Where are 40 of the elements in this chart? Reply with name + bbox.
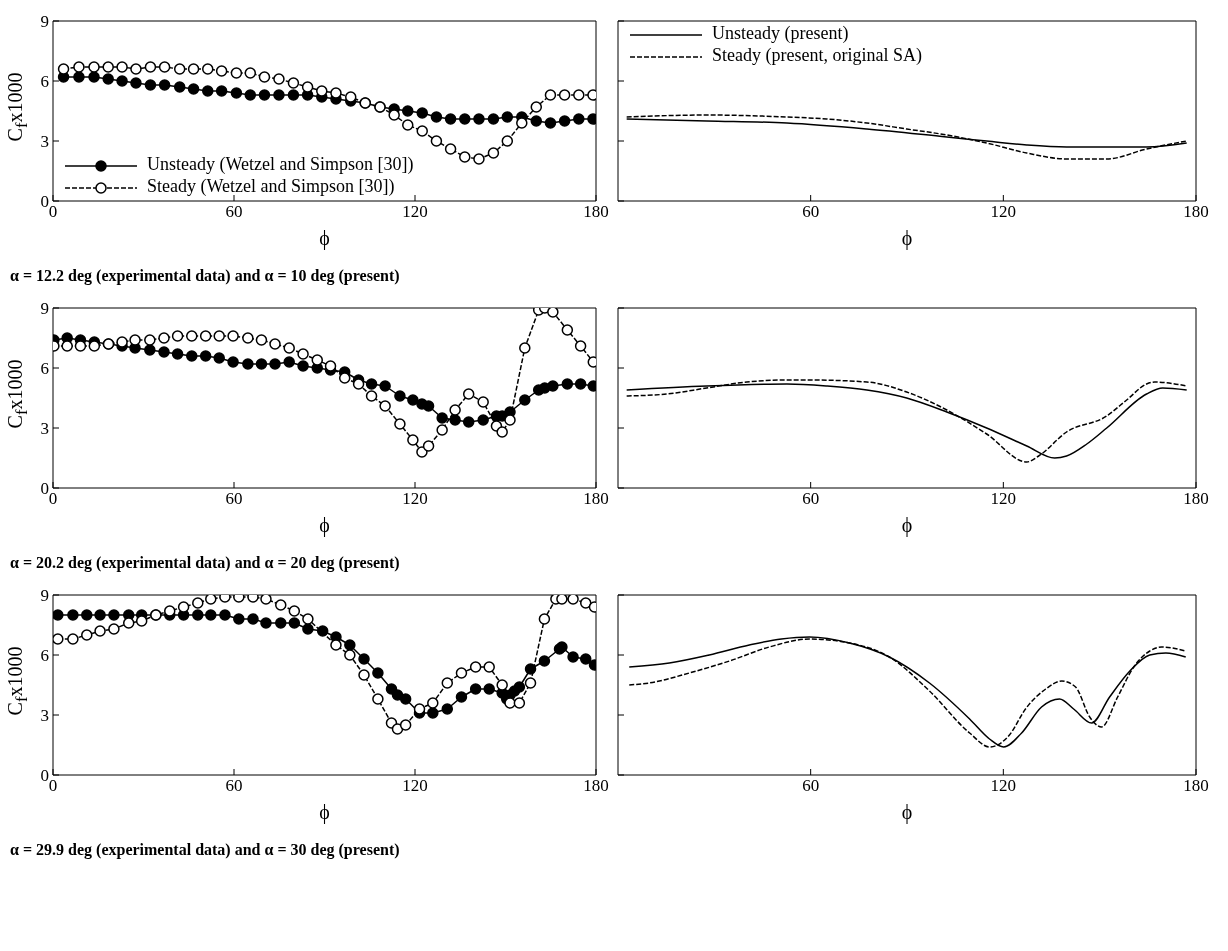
y-tick-label: 6 <box>40 72 49 92</box>
x-tick-label: 60 <box>802 776 820 796</box>
y-tick-label: 9 <box>40 299 49 319</box>
x-tick-label: 60 <box>225 776 243 796</box>
x-axis-title: ϕ <box>319 801 330 824</box>
legend-label: Unsteady (Wetzel and Simpson [30]) <box>147 154 414 174</box>
text: α = 29.9 deg (experimental data) and α = 30 deg (present) <box>10 841 401 859</box>
legend-label: Steady (Wetzel and Simpson [30]) <box>147 176 395 196</box>
y-tick-label: 3 <box>40 132 49 152</box>
x-tick-label: 180 <box>583 202 609 222</box>
x-axis-title: ϕ <box>319 514 330 537</box>
x-tick-label: 180 <box>583 776 609 796</box>
x-tick-label: 180 <box>583 489 609 509</box>
y-tick-label: 9 <box>40 586 49 606</box>
x-axis-title: ϕ <box>901 514 913 537</box>
y-tick-label: 9 <box>40 12 49 32</box>
x-tick-label: 120 <box>990 489 1017 509</box>
x-tick-label: 120 <box>402 202 428 222</box>
x-tick-label: 60 <box>802 202 820 222</box>
text: α = 12.2 deg (experimental data) and α = 10 deg (present) <box>10 267 401 285</box>
y-tick-label: 6 <box>40 646 49 666</box>
x-axis-title: ϕ <box>901 801 913 824</box>
x-tick-label: 60 <box>225 202 243 222</box>
x-tick-label: 180 <box>1183 489 1209 509</box>
x-tick-label: 120 <box>402 489 428 509</box>
x-tick-label: 120 <box>990 202 1017 222</box>
y-tick-label: 3 <box>40 419 49 439</box>
x-tick-label: 180 <box>1183 776 1209 796</box>
x-axis-title: ϕ <box>319 227 330 250</box>
x-tick-label: 60 <box>225 489 243 509</box>
x-tick-label: 60 <box>802 489 820 509</box>
x-tick-label: 180 <box>1183 202 1209 222</box>
x-tick-label: 120 <box>402 776 428 796</box>
y-tick-label: 3 <box>40 706 49 726</box>
legend-label: Unsteady (present) <box>712 23 849 43</box>
text: α = 20.2 deg (experimental data) and α = 20 deg (present) <box>10 554 401 572</box>
y-tick-label: 6 <box>40 359 49 379</box>
x-axis-title: ϕ <box>901 227 913 250</box>
x-tick-label: 120 <box>990 776 1017 796</box>
legend-label: Steady (present, original SA) <box>712 45 922 65</box>
